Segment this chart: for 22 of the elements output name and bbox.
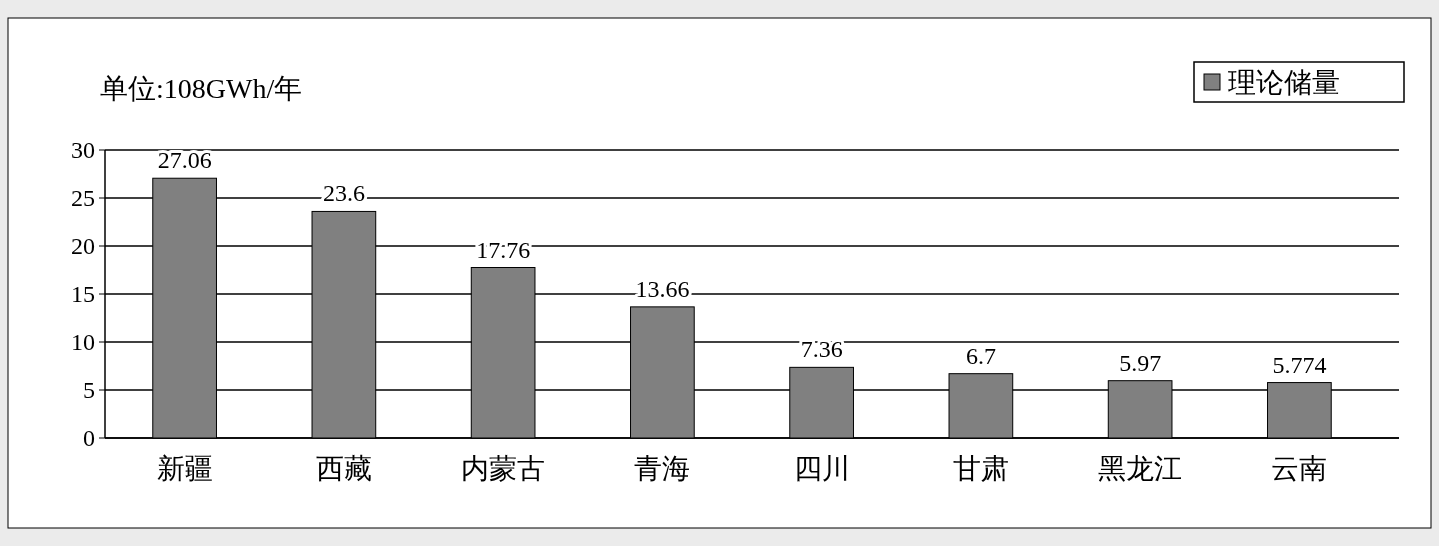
data-label: 7.36 bbox=[800, 336, 843, 363]
x-tick-label: 四川 bbox=[793, 453, 850, 484]
x-tick-label: 西藏 bbox=[315, 453, 372, 484]
x-tick-label: 甘肃 bbox=[952, 453, 1009, 484]
y-tick-label: 5 bbox=[83, 377, 95, 404]
y-tick-label: 20 bbox=[71, 233, 95, 260]
legend-label: 理论储量 bbox=[1228, 66, 1340, 98]
y-axis-title: 单位:108GWh/年 bbox=[100, 73, 303, 104]
x-tick-label: 黑龙江 bbox=[1098, 453, 1183, 484]
x-tick-label: 新疆 bbox=[156, 453, 213, 484]
y-tick-label: 15 bbox=[71, 281, 95, 308]
y-tick-label: 0 bbox=[83, 425, 95, 452]
y-tick-label: 10 bbox=[71, 329, 95, 356]
data-label: 27.06 bbox=[157, 147, 212, 174]
y-tick-label: 25 bbox=[71, 185, 95, 212]
x-tick-label: 云南 bbox=[1271, 453, 1328, 484]
data-label: 5.97 bbox=[1119, 349, 1162, 376]
data-label: 5.774 bbox=[1272, 351, 1327, 378]
x-tick-label: 青海 bbox=[634, 453, 691, 484]
x-tick-label: 内蒙古 bbox=[461, 453, 546, 484]
data-label: 6.7 bbox=[965, 342, 996, 369]
y-tick-label: 30 bbox=[71, 137, 95, 164]
